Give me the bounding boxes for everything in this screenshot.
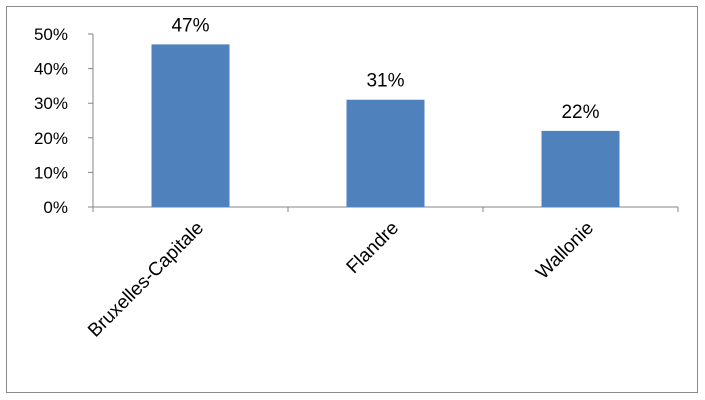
bar-wallonie	[541, 130, 620, 207]
x-tick-label: Wallonie	[532, 218, 598, 284]
data-label: 31%	[366, 71, 404, 92]
x-axis: Bruxelles-Capitale Flandre Wallonie	[84, 206, 679, 342]
y-tick-label: 20%	[34, 129, 68, 148]
bars	[151, 44, 620, 207]
y-tick-label: 50%	[34, 25, 68, 44]
data-label: 47%	[171, 15, 209, 36]
y-tick-label: 0%	[43, 198, 68, 217]
data-label: 22%	[561, 102, 599, 123]
x-tick-label: Flandre	[343, 218, 403, 278]
y-tick-label: 10%	[34, 163, 68, 182]
bar-flandre	[346, 99, 425, 207]
y-tick-label: 40%	[34, 60, 68, 79]
y-tick-label: 30%	[34, 94, 68, 113]
data-labels: 47% 31% 22%	[171, 15, 599, 123]
y-axis: 0% 10% 20% 30% 40% 50%	[34, 25, 94, 217]
bar-bruxelles-capitale	[151, 44, 230, 207]
x-tick-label: Bruxelles-Capitale	[84, 218, 208, 342]
